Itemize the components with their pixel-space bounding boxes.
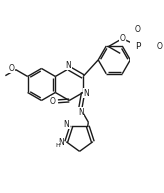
- Text: N: N: [66, 61, 71, 70]
- Text: N: N: [58, 138, 64, 146]
- Text: N: N: [83, 89, 89, 98]
- Text: O: O: [120, 34, 126, 43]
- Text: N: N: [64, 120, 69, 129]
- Text: H: H: [55, 143, 60, 148]
- Text: O: O: [50, 97, 56, 106]
- Text: N: N: [78, 108, 84, 117]
- Text: O: O: [135, 25, 141, 34]
- Text: O: O: [157, 41, 163, 51]
- Text: P: P: [136, 41, 141, 51]
- Text: O: O: [8, 63, 14, 73]
